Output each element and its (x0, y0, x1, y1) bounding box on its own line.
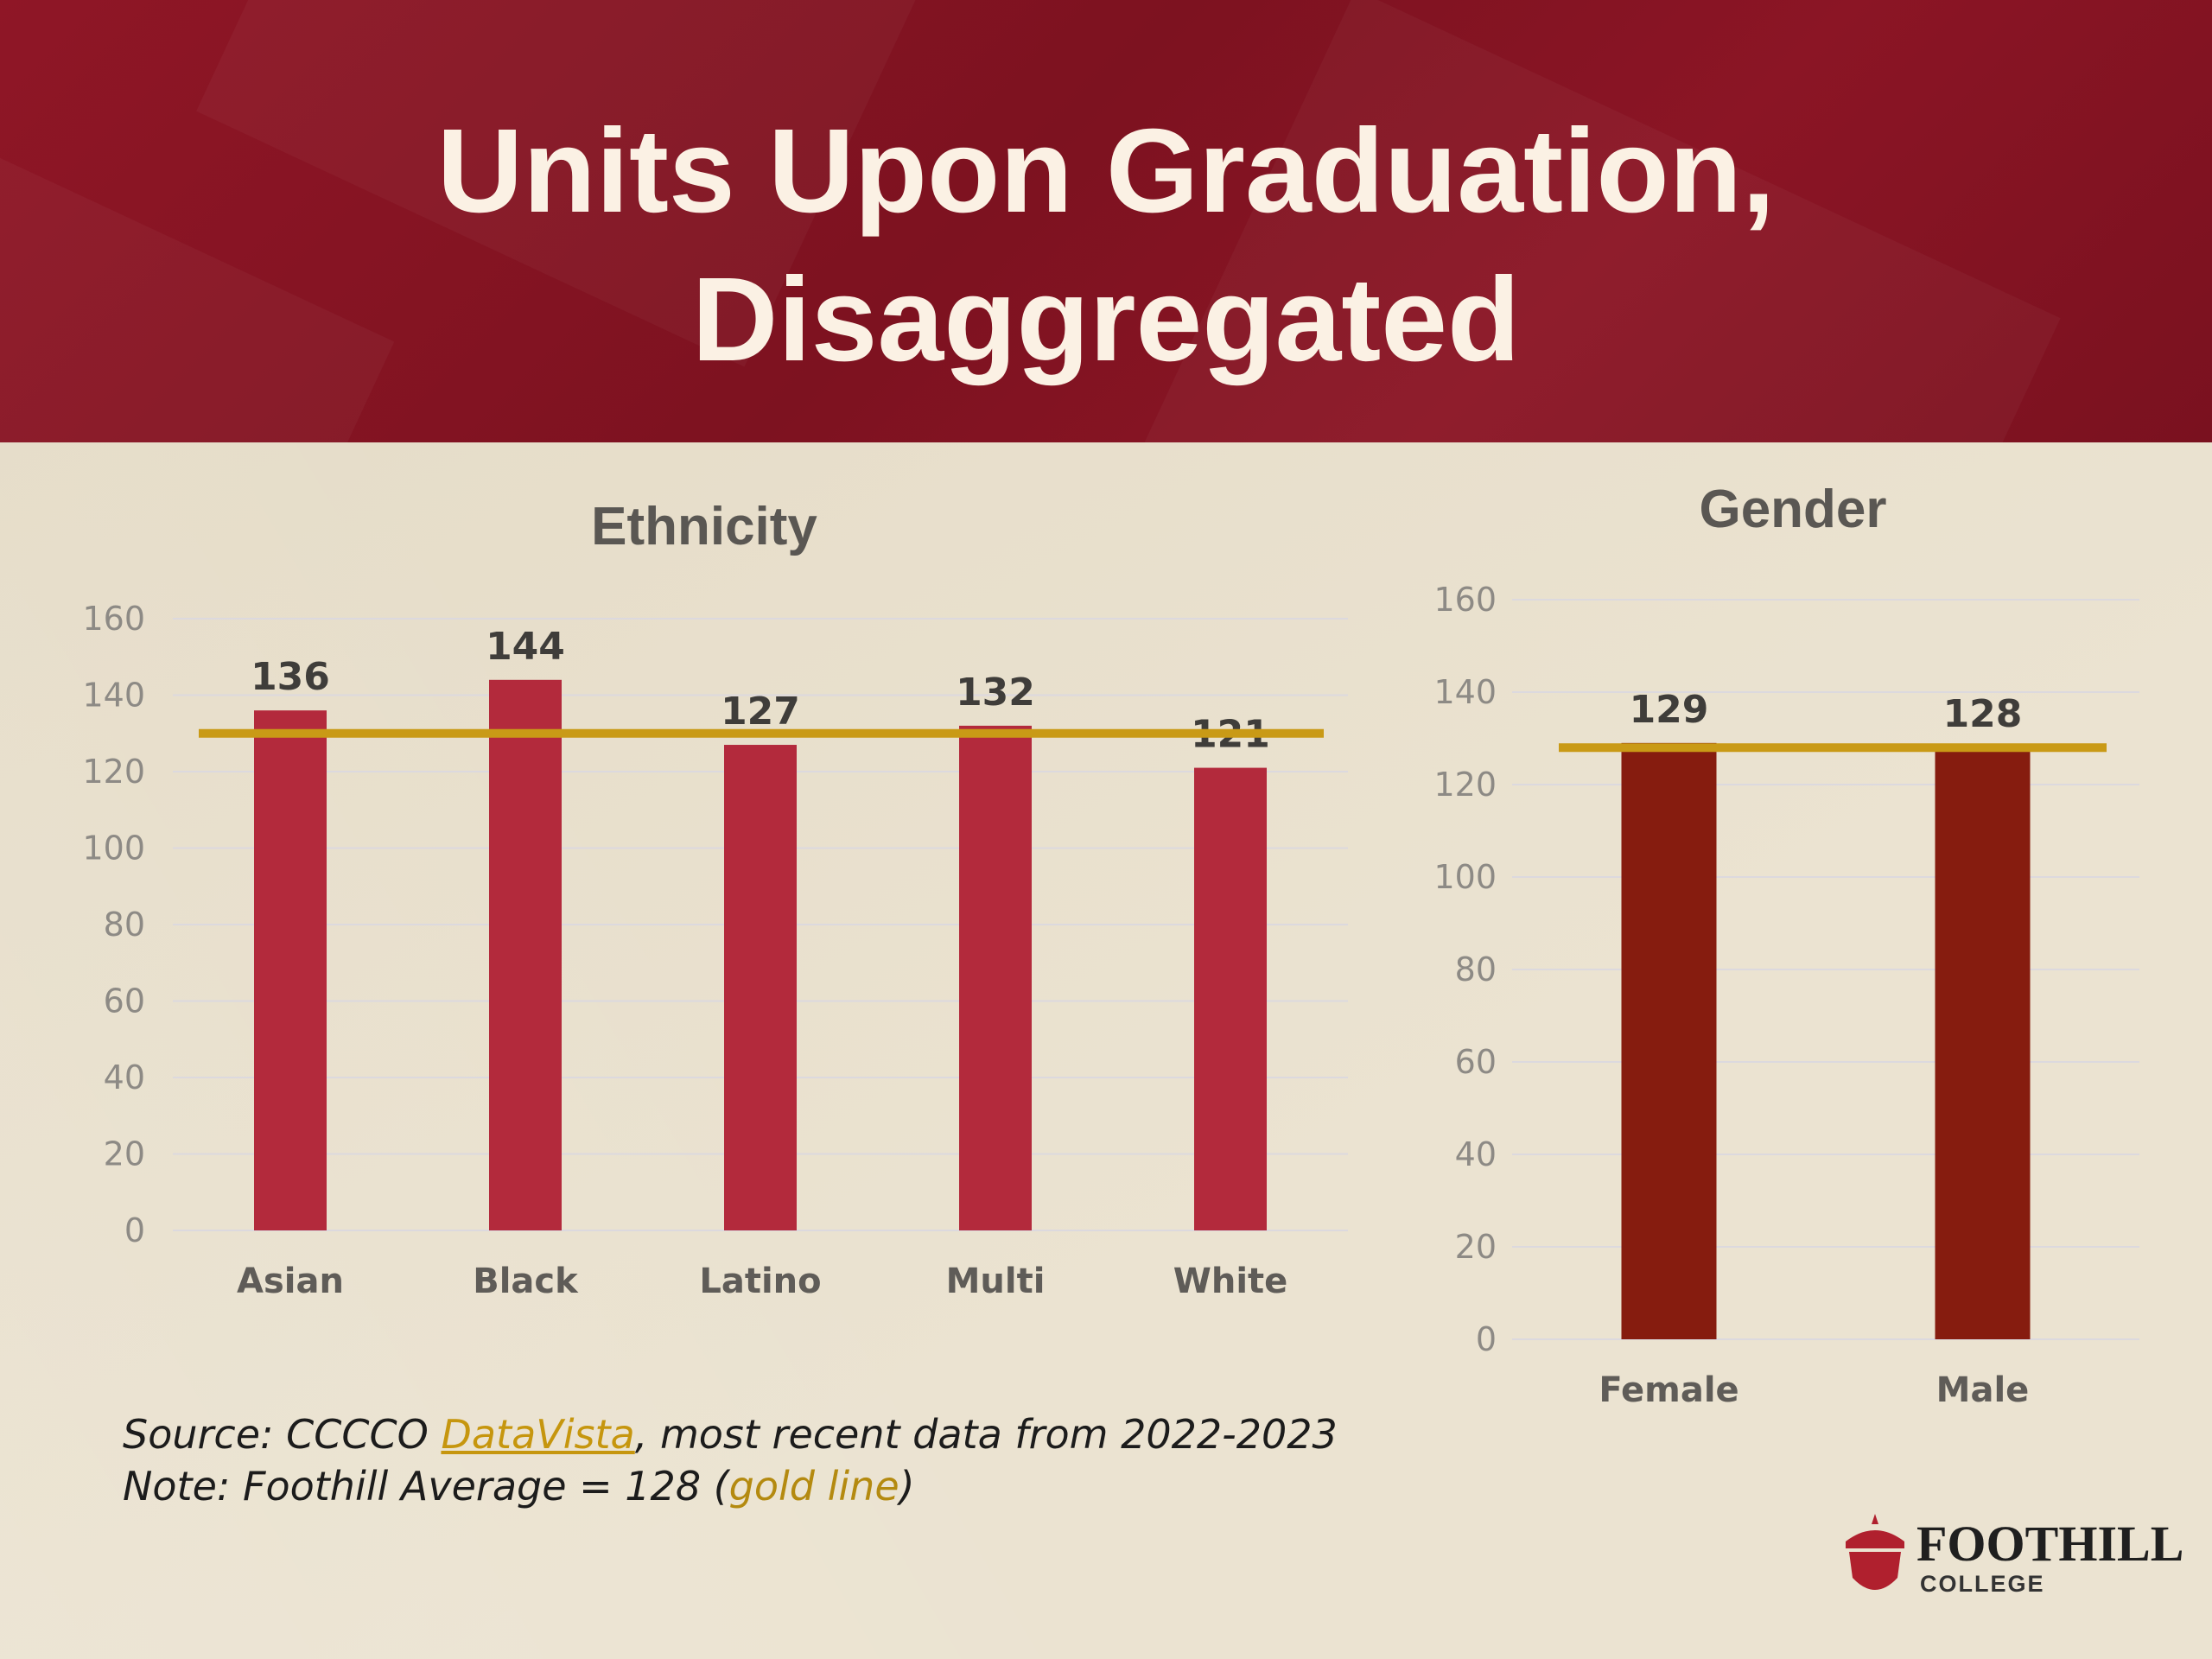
gender-y-tick-label: 80 (1455, 950, 1497, 988)
ethnicity-y-tick-label: 140 (82, 677, 145, 715)
slide-title: Units Upon Graduation, Disaggregated (0, 97, 2212, 394)
gender-y-tick-label: 120 (1433, 766, 1497, 804)
gender-y-tick-label: 100 (1433, 858, 1497, 896)
note-prefix: Note: Foothill Average = 128 ( (123, 1463, 729, 1510)
acorn-icon (1846, 1514, 1904, 1590)
ethnicity-bar (959, 725, 1032, 1230)
gender-y-tick-label: 0 (1476, 1320, 1497, 1358)
gender-data-label: 128 (1943, 692, 2023, 736)
ethnicity-y-tick-label: 120 (82, 753, 145, 791)
ethnicity-chart-title: Ethnicity (591, 497, 817, 556)
ethnicity-bar (724, 745, 797, 1230)
gender-category-label: Male (1936, 1370, 2030, 1410)
ethnicity-data-label: 136 (251, 655, 330, 699)
ethnicity-data-label: 127 (721, 690, 800, 734)
slide-title-line-2: Disaggregated (691, 253, 1521, 386)
ethnicity-y-tick-label: 80 (104, 906, 145, 944)
note-suffix: ) (899, 1463, 915, 1510)
ethnicity-data-label: 144 (486, 625, 565, 669)
ethnicity-y-tick-label: 0 (124, 1211, 145, 1249)
datavista-link[interactable]: DataVista (441, 1411, 635, 1458)
ethnicity-category-label: Black (473, 1262, 579, 1301)
ethnicity-category-label: Latino (699, 1262, 821, 1301)
gender-y-tick-label: 20 (1455, 1228, 1497, 1266)
gender-category-label: Female (1599, 1370, 1738, 1410)
ethnicity-y-tick-label: 60 (104, 982, 145, 1020)
ethnicity-category-label: Asian (237, 1262, 344, 1301)
source-suffix: , most recent data from 2022-2023 (634, 1411, 1338, 1458)
gender-data-label: 129 (1630, 688, 1709, 732)
source-note: Source: CCCCO DataVista, most recent dat… (123, 1408, 1505, 1460)
logo-subtitle: COLLEGE (1920, 1571, 2045, 1597)
ethnicity-chart: Ethnicity 0 20 40 60 80 100 120 140 160 136 Asian 14… (82, 497, 1348, 1301)
ethnicity-data-label: 132 (956, 671, 1035, 715)
slide-title-line-1: Units Upon Graduation, (436, 105, 1776, 238)
ethnicity-category-label: Multi (946, 1262, 1046, 1301)
gender-chart-title: Gender (1699, 480, 1886, 539)
ethnicity-bar (254, 710, 327, 1230)
foothill-logo: FOOTHILL COLLEGE (1840, 1512, 2183, 1607)
gender-y-tick-label: 40 (1455, 1135, 1497, 1173)
ethnicity-y-tick-label: 100 (82, 830, 145, 868)
footnotes: Source: CCCCO DataVista, most recent dat… (123, 1408, 1505, 1512)
source-prefix: Source: CCCCO (123, 1411, 442, 1458)
gender-chart: Gender 0 20 40 60 80 100 120 140 160 129 Female 128 M… (1433, 480, 2139, 1410)
ethnicity-y-tick-label: 40 (104, 1058, 145, 1096)
gender-y-tick-label: 140 (1433, 673, 1497, 711)
gender-y-tick-label: 160 (1433, 581, 1497, 619)
ethnicity-category-label: White (1173, 1262, 1288, 1301)
average-note: Note: Foothill Average = 128 (gold line) (123, 1460, 1505, 1512)
gold-line-label: gold line (728, 1463, 899, 1510)
title-banner: Units Upon Graduation, Disaggregated (0, 0, 2212, 442)
gender-y-tick-label: 60 (1455, 1043, 1497, 1081)
ethnicity-bar (489, 679, 562, 1230)
logo-name: FOOTHILL (1916, 1516, 2184, 1572)
ethnicity-y-tick-label: 20 (104, 1135, 145, 1173)
ethnicity-bar (1194, 767, 1267, 1230)
gender-bar (1935, 747, 2031, 1339)
content-background (0, 442, 2212, 1659)
gender-bar (1621, 742, 1717, 1339)
ethnicity-y-tick-label: 160 (82, 600, 145, 638)
